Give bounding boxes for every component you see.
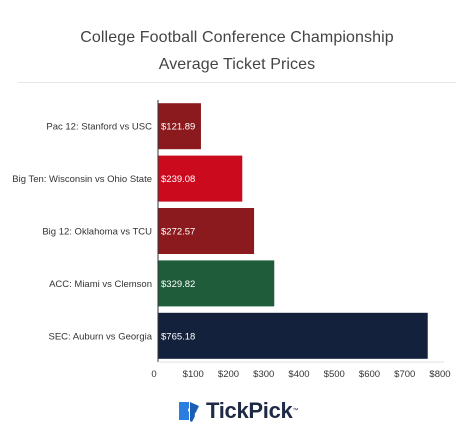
brand-name: TickPick xyxy=(206,398,293,423)
x-tick-label-500: $500 xyxy=(324,369,345,380)
chart-title-line-2: Average Ticket Prices xyxy=(158,56,316,73)
category-label-4: ACC: Miami vs Clemson xyxy=(49,279,152,290)
x-tick-label-700: $700 xyxy=(394,369,415,380)
x-tick-label-600: $600 xyxy=(359,369,380,380)
category-label-5: SEC: Auburn vs Georgia xyxy=(49,331,153,342)
bar-value-label-4: $329.82 xyxy=(161,279,195,290)
x-tick-label-0: 0 xyxy=(151,369,156,380)
bar-5 xyxy=(158,312,428,359)
x-tick-label-200: $200 xyxy=(218,369,239,380)
category-label-1: Pac 12: Stanford vs USC xyxy=(46,122,152,133)
x-tick-label-400: $400 xyxy=(288,369,309,380)
bar-3 xyxy=(158,208,255,254)
bar-value-label-3: $272.57 xyxy=(161,227,195,238)
x-tick-label-100: $100 xyxy=(183,369,204,380)
bar-chart: $121.89 Pac 12: Stanford vs USC $239.08 Big… xyxy=(12,100,451,380)
bar-4 xyxy=(158,260,275,307)
category-label-3: Big 12: Oklahoma vs TCU xyxy=(42,227,152,238)
x-tick-label-800: $800 xyxy=(429,369,450,380)
chart-title-line-1: College Football Conference Championship xyxy=(80,29,394,46)
bar-value-label-5: $765.18 xyxy=(161,331,195,342)
bar-value-label-1: $121.89 xyxy=(161,122,195,133)
tickpick-ticket-icon xyxy=(179,402,199,422)
bar-value-label-2: $239.08 xyxy=(161,174,195,185)
category-label-2: Big Ten: Wisconsin vs Ohio State xyxy=(12,174,152,185)
bar-2 xyxy=(158,155,243,202)
tickpick-logo: TickPick ™ xyxy=(176,397,298,425)
brand-trademark: ™ xyxy=(292,408,299,414)
bar-1 xyxy=(158,103,201,150)
x-tick-label-300: $300 xyxy=(253,369,274,380)
title-divider xyxy=(18,82,456,83)
